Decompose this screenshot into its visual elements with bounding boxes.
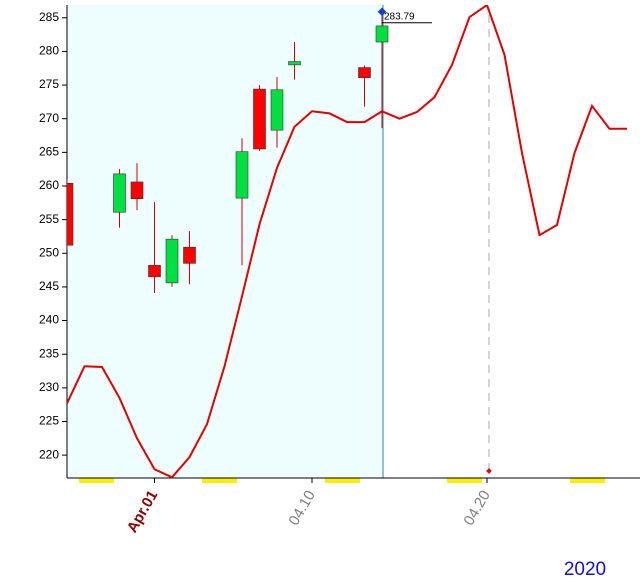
candle-body (358, 67, 371, 78)
y-tick-label: 260 (39, 178, 59, 192)
candle-body (183, 246, 196, 264)
shaded-region (67, 5, 383, 478)
x-tick-label: Apr.01 (124, 487, 162, 535)
forecast-dot (486, 468, 492, 474)
y-tick-label: 245 (39, 279, 59, 293)
y-tick-label: 240 (39, 313, 59, 327)
candle-body (270, 89, 284, 131)
candle-body (235, 151, 249, 199)
candle-body (253, 88, 266, 150)
last-marker (377, 7, 387, 16)
y-tick-label: 270 (39, 111, 59, 125)
y-tick-label: 235 (39, 346, 59, 360)
overlay-line (67, 5, 627, 478)
y-tick-label: 285 (39, 10, 59, 24)
y-tick-label: 255 (39, 212, 59, 226)
y-tick-label: 220 (39, 447, 59, 461)
candle-body (288, 61, 301, 66)
x-tick-label: 04.10 (285, 487, 318, 528)
x-tick-label: 04.20 (460, 487, 493, 528)
candle-body (67, 183, 74, 246)
candle-body (165, 238, 179, 284)
y-tick-label: 280 (39, 44, 59, 58)
y-tick-label: 230 (39, 380, 59, 394)
y-tick-label: 250 (39, 245, 59, 259)
candle-body (130, 181, 144, 200)
y-tick-label: 265 (39, 145, 59, 159)
weekend-markers (79, 478, 605, 483)
candle-body (113, 173, 126, 213)
year-label: 2020 (564, 559, 606, 580)
candle-body (148, 265, 161, 278)
y-tick-label: 225 (39, 414, 59, 428)
candle-body (375, 25, 389, 43)
last-value-label: 283.79 (384, 11, 415, 22)
y-tick-label: 275 (39, 77, 59, 91)
